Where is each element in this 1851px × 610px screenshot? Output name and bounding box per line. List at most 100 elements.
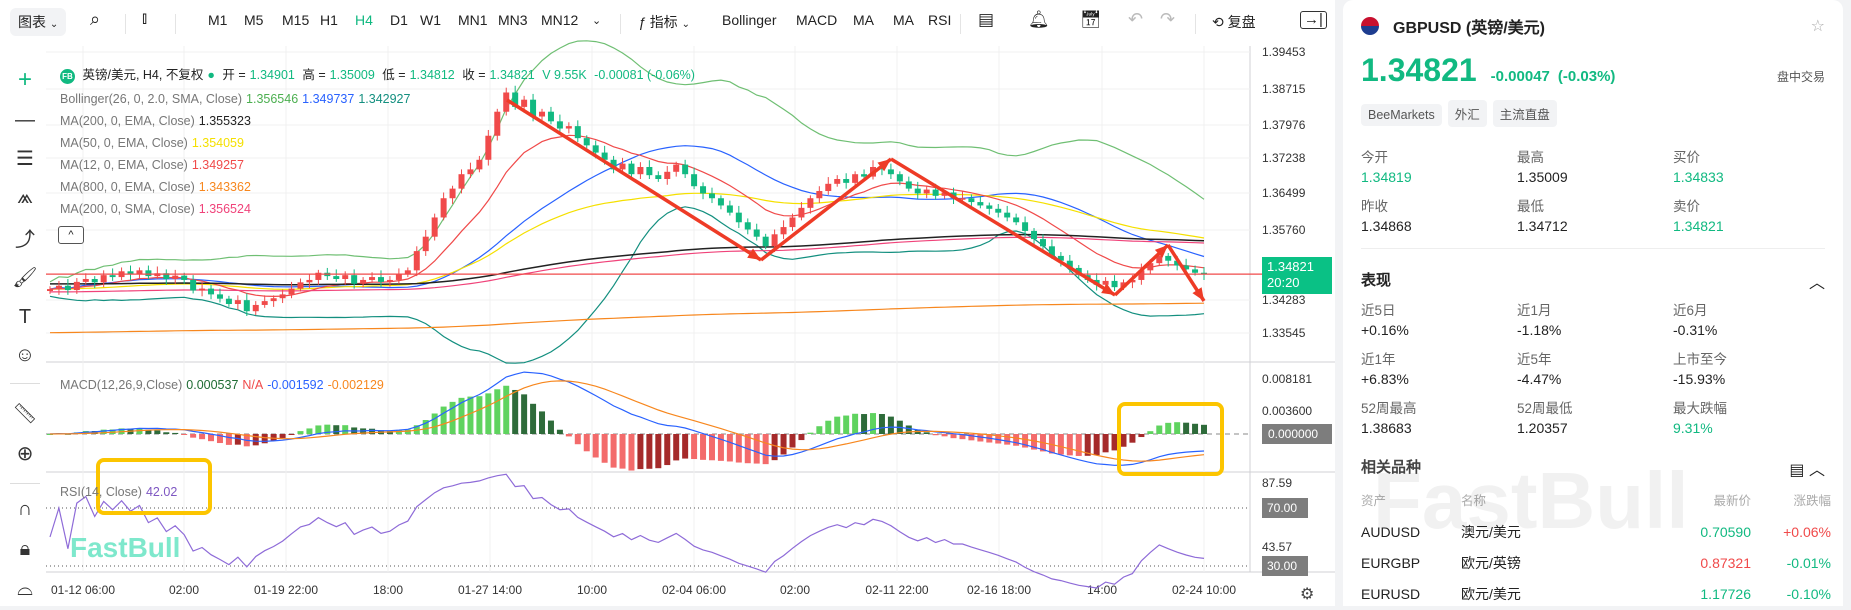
- candle-body: [208, 288, 215, 295]
- search-icon[interactable]: ⌕: [90, 9, 101, 29]
- chevron-down-icon: ⌄: [49, 19, 59, 30]
- candle-body: [655, 175, 662, 180]
- related-row-price[interactable]: 0.87321: [1700, 555, 1751, 571]
- current-price: 1.34821: [1361, 52, 1477, 88]
- candlestick-type-icon[interactable]: ⫾: [142, 10, 148, 27]
- hide-drawings-icon[interactable]: ⌓: [17, 577, 33, 600]
- macd-histogram-bar: [825, 420, 832, 434]
- timeframe-m5[interactable]: M5: [244, 12, 264, 28]
- arrow-line-icon[interactable]: ⤴: [15, 228, 35, 251]
- price-chart[interactable]: 1.39453 1.38715 1.37976 1.37238 1.36499 1.357…: [0, 0, 1335, 606]
- symbol-title: GBPUSD (英镑/美元): [1393, 20, 1546, 37]
- related-row-price[interactable]: 0.70590: [1700, 524, 1751, 540]
- collapse-legend-chevron-up-icon[interactable]: ^: [58, 226, 84, 244]
- timeframe-w1[interactable]: W1: [420, 12, 441, 28]
- ma-legend[interactable]: MA(50, 0, EMA, Close) 1.354059: [60, 136, 244, 150]
- candle-body: [583, 138, 590, 146]
- timeframe-d1[interactable]: D1: [390, 12, 408, 28]
- related-row-change[interactable]: -0.01%: [1786, 555, 1831, 571]
- alert-bell-icon[interactable]: 🔔︎: [1028, 10, 1050, 29]
- macd-histogram-bar: [181, 434, 188, 435]
- favorite-star-icon[interactable]: ☆: [1810, 18, 1825, 35]
- macd-histogram-bar: [404, 429, 411, 434]
- related-row-name[interactable]: 欧元/英镑: [1461, 555, 1521, 571]
- candle-body: [512, 92, 519, 107]
- candle-body: [771, 234, 778, 247]
- related-row-asset[interactable]: EURGBP: [1361, 555, 1421, 571]
- ma-legend[interactable]: MA(12, 0, EMA, Close) 1.349257: [60, 158, 244, 172]
- collapse-panel-icon[interactable]: →|: [1300, 11, 1327, 29]
- timeframe-mn3[interactable]: MN3: [498, 12, 528, 28]
- candle-body: [556, 121, 563, 129]
- indicators-button[interactable]: ƒ 指标 ⌄: [638, 14, 690, 30]
- collapse-related-chevron-up-icon[interactable]: ︿: [1808, 462, 1825, 479]
- rsi-legend[interactable]: RSI(14, Close) 42.02: [60, 485, 178, 499]
- macd-histogram-bar: [333, 425, 340, 434]
- candle-body: [601, 152, 608, 160]
- macd-legend[interactable]: MACD(12,26,9,Close) 0.000537 N/A -0.001592-…: [60, 378, 384, 392]
- macd-histogram-bar: [261, 434, 268, 444]
- candle-body: [574, 126, 581, 139]
- undo-icon[interactable]: ↶: [1128, 9, 1144, 29]
- indicator-ma-button[interactable]: MA: [893, 12, 914, 28]
- chart-settings-gear-icon[interactable]: ⚙: [1300, 586, 1315, 603]
- timeframe-mn1[interactable]: MN1: [458, 12, 488, 28]
- emoji-icon[interactable]: ☺: [14, 343, 36, 366]
- related-row-asset[interactable]: EURUSD: [1361, 586, 1421, 602]
- related-row-name[interactable]: 欧元/美元: [1461, 586, 1521, 602]
- candle-body: [279, 294, 286, 299]
- calendar-icon[interactable]: 📅︎: [1080, 10, 1102, 29]
- macd-histogram-bar: [145, 429, 152, 434]
- session-status: 盘中交易: [1776, 70, 1825, 84]
- crosshair-icon[interactable]: +: [17, 66, 32, 93]
- text-tool-icon[interactable]: T: [18, 305, 32, 328]
- indicator-rsi-button[interactable]: RSI: [928, 12, 952, 28]
- indicator-macd-button[interactable]: MACD: [796, 12, 838, 28]
- timeframe-mn12[interactable]: MN12: [541, 12, 579, 28]
- pattern-icon[interactable]: ⩕: [17, 185, 33, 208]
- ma-legend[interactable]: MA(200, 0, EMA, Close) 1.355323: [60, 114, 251, 128]
- related-row-change[interactable]: +0.06%: [1783, 524, 1831, 540]
- timeframe-m15[interactable]: M15: [282, 12, 310, 28]
- horizontal-line-icon[interactable]: —: [15, 108, 35, 131]
- related-row-asset[interactable]: AUDUSD: [1361, 524, 1421, 540]
- chart-menu-button[interactable]: 图表 ⌄: [10, 8, 67, 36]
- replay-button[interactable]: ⟲ 复盘: [1212, 12, 1256, 32]
- collapse-performance-chevron-up-icon[interactable]: ︿: [1808, 275, 1825, 292]
- zoom-in-icon[interactable]: ⊕: [16, 442, 34, 465]
- lock-drawings-icon[interactable]: 🔒︎: [19, 537, 31, 560]
- list-icon[interactable]: ▤: [1789, 462, 1805, 479]
- related-row-change[interactable]: -0.10%: [1786, 586, 1831, 602]
- related-row-name[interactable]: 澳元/美元: [1461, 524, 1521, 540]
- macd-histogram-bar: [369, 428, 376, 434]
- indicator-bollinger-button[interactable]: Bollinger: [722, 12, 777, 28]
- candle-body: [735, 212, 742, 223]
- tag: BeeMarkets: [1361, 104, 1442, 126]
- magnet-icon[interactable]: ∩: [17, 497, 33, 520]
- layout-icon[interactable]: ▤: [978, 10, 995, 29]
- timeframe-h1[interactable]: H1: [320, 12, 338, 28]
- brush-icon[interactable]: 🖌︎: [12, 266, 38, 289]
- related-row-price[interactable]: 1.17726: [1700, 586, 1751, 602]
- macd-histogram-bar: [1138, 434, 1145, 438]
- macd-histogram-bar: [878, 414, 885, 434]
- ma-legend[interactable]: MA(200, 0, SMA, Close) 1.356524: [60, 202, 251, 216]
- timeframe-h4[interactable]: H4: [355, 12, 373, 28]
- candle-body: [995, 208, 1002, 213]
- ruler-icon[interactable]: 📏︎: [12, 402, 38, 425]
- macd-histogram-bar: [655, 434, 662, 469]
- bollinger-legend[interactable]: Bollinger(26, 0, 2.0, SMA, Close) 1.35654…: [60, 92, 411, 106]
- parallel-lines-icon[interactable]: ☰: [16, 147, 34, 170]
- tag: 外汇: [1447, 100, 1487, 127]
- more-timeframes-chevron-icon[interactable]: ⌄: [592, 15, 602, 27]
- candle-body: [1013, 217, 1020, 223]
- macd-histogram-bar: [386, 431, 393, 434]
- redo-icon[interactable]: ↷: [1160, 9, 1176, 29]
- indicator-ma-button[interactable]: MA: [853, 12, 874, 28]
- candle-body: [744, 222, 751, 230]
- candle-body: [700, 186, 707, 194]
- timeframe-m1[interactable]: M1: [208, 12, 228, 28]
- price-tick-label: 1.39453: [1262, 45, 1306, 59]
- ma-legend[interactable]: MA(800, 0, EMA, Close) 1.343362: [60, 180, 251, 194]
- macd-histogram-bar: [628, 434, 635, 471]
